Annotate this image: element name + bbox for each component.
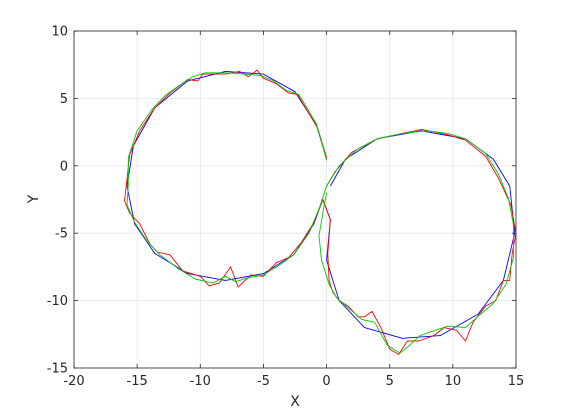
x-tick-label: 10 xyxy=(445,374,462,389)
y-tick-label: 5 xyxy=(60,92,68,107)
x-tick-label: -15 xyxy=(127,374,148,389)
x-axis-title: X xyxy=(290,394,300,410)
series-group xyxy=(124,69,517,355)
x-tick-label: -10 xyxy=(190,374,211,389)
x-tick-label: 15 xyxy=(508,374,525,389)
y-tick-label: 0 xyxy=(60,159,68,174)
y-tick-label: -15 xyxy=(47,362,68,377)
y-tick-label: 10 xyxy=(51,25,68,40)
plot-area xyxy=(74,31,516,368)
series-line-green xyxy=(126,72,514,354)
y-tick-label: -10 xyxy=(47,294,68,309)
x-tick-label: -5 xyxy=(257,374,270,389)
x-tick-label: 0 xyxy=(322,374,330,389)
plot-frame xyxy=(73,30,517,369)
x-tick-label: -20 xyxy=(63,374,84,389)
y-tick-label: -5 xyxy=(55,227,68,242)
x-tick-label: 5 xyxy=(386,374,394,389)
y-axis-title: Y xyxy=(26,194,42,204)
